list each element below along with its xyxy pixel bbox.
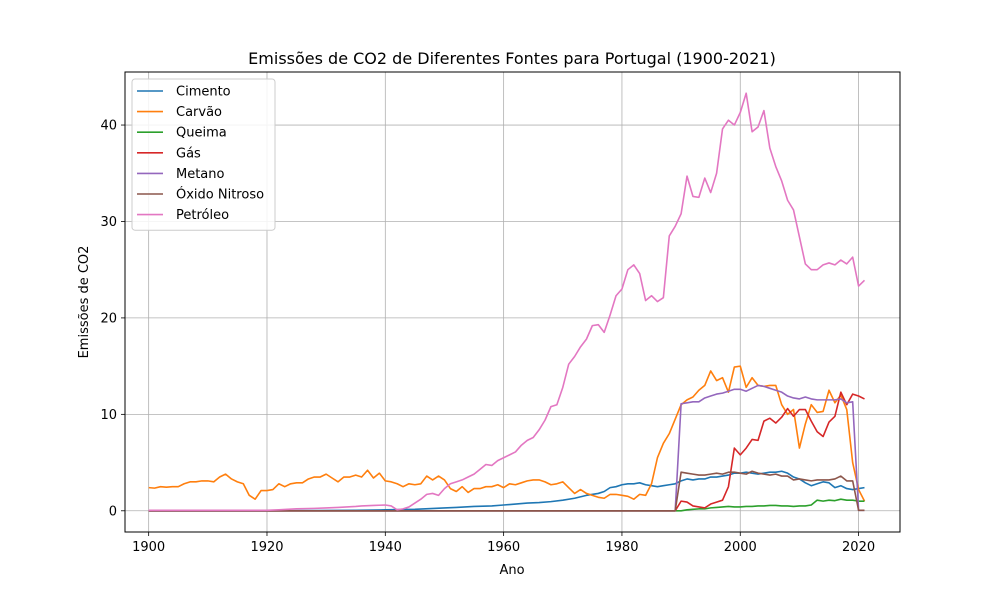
- y-tick-label: 20: [100, 311, 117, 326]
- series-layer: [148, 92, 866, 512]
- y-tick-label: 0: [109, 504, 117, 519]
- chart-title: Emissões de CO2 de Diferentes Fontes par…: [248, 49, 776, 68]
- legend-entry: Óxido Nitroso: [176, 187, 264, 203]
- series-line: [148, 498, 865, 512]
- legend-entry: Queima: [176, 126, 227, 141]
- legend: Cimento Carvão Queima Gás Metano Óxido Nitros…: [131, 78, 276, 231]
- series-line: [148, 92, 866, 512]
- legend-entry: Metano: [176, 167, 225, 182]
- x-axis: 1900 1920 1940 1960 1980 2000 2020: [132, 532, 875, 555]
- y-tick-label: 30: [100, 215, 117, 230]
- x-tick-label: 2000: [724, 540, 757, 555]
- series-line: [148, 470, 865, 512]
- y-axis-label: Emissões de CO2: [77, 246, 92, 359]
- x-tick-label: 1940: [369, 540, 402, 555]
- x-tick-label: 1980: [605, 540, 638, 555]
- plot-frame: [124, 71, 901, 533]
- series-line: [148, 391, 865, 512]
- legend-entry: Petróleo: [176, 208, 229, 223]
- series-line: [148, 365, 866, 502]
- y-tick-label: 40: [100, 119, 117, 134]
- x-tick-label: 2020: [842, 540, 875, 555]
- legend-entry: Cimento: [176, 85, 231, 100]
- legend-entry: Carvão: [176, 105, 222, 120]
- x-tick-label: 1900: [132, 540, 165, 555]
- series-line: [148, 384, 865, 512]
- legend-entry: Gás: [176, 146, 201, 161]
- x-tick-label: 1920: [250, 540, 283, 555]
- series-line: [148, 470, 865, 512]
- y-axis: 0 10 20 30 40: [100, 119, 125, 519]
- legend-box: [131, 78, 276, 231]
- x-axis-label: Ano: [499, 563, 524, 578]
- y-tick-label: 10: [100, 408, 117, 423]
- x-tick-label: 1960: [487, 540, 520, 555]
